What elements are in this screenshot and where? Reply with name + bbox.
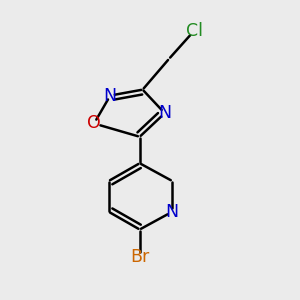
Text: Cl: Cl (186, 22, 203, 40)
Text: O: O (87, 115, 101, 133)
Text: N: N (158, 104, 171, 122)
Text: N: N (166, 203, 178, 221)
Text: N: N (104, 86, 117, 104)
Text: Br: Br (130, 248, 149, 266)
